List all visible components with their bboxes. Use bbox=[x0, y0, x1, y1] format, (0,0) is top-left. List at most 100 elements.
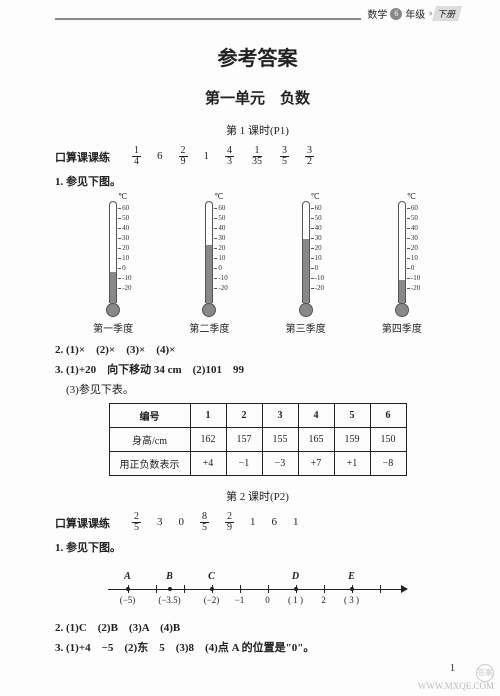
table-row: 身高/cm162157155165159150 bbox=[109, 428, 406, 452]
fraction: 14 bbox=[132, 146, 141, 167]
q2a: 2. (1)× (2)× (3)× (4)× bbox=[55, 341, 460, 357]
chevron-icon: ›› bbox=[428, 8, 431, 19]
watermark: 答案 WWW.MXQE.COM bbox=[418, 664, 494, 692]
numline-tick bbox=[268, 585, 269, 593]
number-line-arrow-icon bbox=[401, 585, 408, 593]
numline-tick bbox=[156, 585, 157, 593]
numline-point bbox=[210, 587, 214, 591]
number-line: (−5) (−3.5) (−2) −1 0 ( 1 ) 2 ( 3 ) A B C D E bbox=[108, 561, 408, 611]
numline-label: ( 1 ) bbox=[288, 595, 303, 605]
table-cell: 165 bbox=[298, 428, 334, 452]
value: 1 bbox=[250, 516, 256, 528]
table-cell: 用正负数表示 bbox=[109, 452, 190, 476]
numline-label: 0 bbox=[265, 595, 270, 605]
thermo-caption: 第四季度 bbox=[382, 320, 422, 335]
numline-point-label: B bbox=[166, 571, 173, 582]
table-cell: 162 bbox=[190, 428, 226, 452]
numline-point bbox=[168, 587, 172, 591]
thermo-caption: 第一季度 bbox=[93, 320, 133, 335]
thermo-caption: 第二季度 bbox=[189, 320, 229, 335]
numline-point-label: E bbox=[348, 571, 355, 582]
thermometer: ℃6050403020100-10-20第四季度 bbox=[382, 197, 422, 335]
lesson2-title: 第 2 课时(P2) bbox=[55, 488, 460, 504]
table-cell: +4 bbox=[190, 452, 226, 476]
value: 0 bbox=[179, 516, 185, 528]
volume-tab: 下册 bbox=[432, 6, 462, 21]
grade-suffix: 年级 bbox=[405, 6, 425, 21]
table-header: 1 bbox=[190, 404, 226, 428]
value: 3 bbox=[157, 516, 163, 528]
numline-label: (−5) bbox=[120, 595, 136, 605]
kousuan1-row: 口算课课练 14 6 29 1 43 135 35 32 bbox=[55, 146, 460, 167]
table-header: 2 bbox=[226, 404, 262, 428]
table-cell: +7 bbox=[298, 452, 334, 476]
watermark-badge: 答案 bbox=[476, 664, 494, 682]
height-table: 编号123456身高/cm162157155165159150用正负数表示+4−… bbox=[109, 403, 407, 476]
numline-label: ( 3 ) bbox=[344, 595, 359, 605]
q3b: 3. (1)+4 −5 (2)东 5 (3)8 (4)点 A 的位置是"0"。 bbox=[55, 639, 460, 655]
grade-badge: 6 bbox=[390, 8, 402, 20]
numline-tick bbox=[380, 585, 381, 593]
numline-point bbox=[126, 587, 130, 591]
page: 数学 6 年级 ›› 下册 参考答案 第一单元 负数 第 1 课时(P1) 口算… bbox=[0, 0, 500, 655]
numline-point bbox=[350, 587, 354, 591]
table-row: 用正负数表示+4−1−3+7+1−8 bbox=[109, 452, 406, 476]
q2b: 2. (1)C (2)B (3)A (4)B bbox=[55, 619, 460, 635]
lesson1-title: 第 1 课时(P1) bbox=[55, 122, 460, 138]
numline-label: (−3.5) bbox=[158, 595, 180, 605]
q3a-cont: (3)参见下表。 bbox=[55, 381, 460, 397]
thermo-caption: 第三季度 bbox=[286, 320, 326, 335]
table-cell: 159 bbox=[334, 428, 370, 452]
table-cell: 身高/cm bbox=[109, 428, 190, 452]
q3a: 3. (1)+20 向下移动 34 cm (2)101 99 bbox=[55, 361, 460, 377]
thermometer-row: ℃6050403020100-10-20第一季度 ℃6050403020100-1… bbox=[65, 197, 450, 335]
fraction: 29 bbox=[225, 512, 234, 533]
fraction: 85 bbox=[200, 512, 209, 533]
value: 6 bbox=[157, 150, 163, 162]
table-cell: −3 bbox=[262, 452, 298, 476]
table-header: 6 bbox=[370, 404, 406, 428]
numline-tick bbox=[240, 585, 241, 593]
q1b: 1. 参见下图。 bbox=[55, 539, 460, 555]
kousuan1-items: 14 6 29 1 43 135 35 32 bbox=[124, 146, 322, 167]
numline-label: (−2) bbox=[204, 595, 220, 605]
header-line: 数学 6 年级 ›› 下册 bbox=[55, 18, 460, 20]
thermometer: ℃6050403020100-10-20第二季度 bbox=[189, 197, 229, 335]
value: 6 bbox=[272, 516, 278, 528]
q1a: 1. 参见下图。 bbox=[55, 173, 460, 189]
numline-tick bbox=[324, 585, 325, 593]
fraction: 43 bbox=[225, 146, 234, 167]
fraction: 35 bbox=[280, 146, 289, 167]
fraction: 135 bbox=[250, 146, 264, 167]
numline-point bbox=[294, 587, 298, 591]
numline-point-label: C bbox=[208, 571, 215, 582]
fraction: 25 bbox=[132, 512, 141, 533]
numline-label: −1 bbox=[235, 595, 245, 605]
number-line-axis bbox=[108, 589, 402, 590]
table-header: 4 bbox=[298, 404, 334, 428]
fraction: 32 bbox=[305, 146, 314, 167]
unit-title: 第一单元 负数 bbox=[55, 87, 460, 108]
value: 1 bbox=[204, 150, 210, 162]
numline-point-label: D bbox=[292, 571, 299, 582]
numline-point-label: A bbox=[124, 571, 131, 582]
subject-label: 数学 bbox=[367, 6, 387, 21]
watermark-site: WWW.MXQE.COM bbox=[418, 681, 494, 691]
numline-label: 2 bbox=[321, 595, 326, 605]
kousuan-label: 口算课课练 bbox=[55, 515, 110, 531]
table-cell: −8 bbox=[370, 452, 406, 476]
value: 1 bbox=[293, 516, 299, 528]
table-cell: 155 bbox=[262, 428, 298, 452]
table-header: 3 bbox=[262, 404, 298, 428]
kousuan-label: 口算课课练 bbox=[55, 149, 110, 165]
thermometer: ℃6050403020100-10-20第一季度 bbox=[93, 197, 133, 335]
kousuan2-row: 口算课课练 25 3 0 85 29 1 6 1 bbox=[55, 512, 460, 533]
table-cell: 157 bbox=[226, 428, 262, 452]
header-text: 数学 6 年级 ›› 下册 bbox=[361, 6, 460, 21]
table-cell: 150 bbox=[370, 428, 406, 452]
table-cell: +1 bbox=[334, 452, 370, 476]
thermometer: ℃6050403020100-10-20第三季度 bbox=[286, 197, 326, 335]
table-cell: −1 bbox=[226, 452, 262, 476]
fraction: 29 bbox=[179, 146, 188, 167]
kousuan2-items: 25 3 0 85 29 1 6 1 bbox=[124, 512, 307, 533]
